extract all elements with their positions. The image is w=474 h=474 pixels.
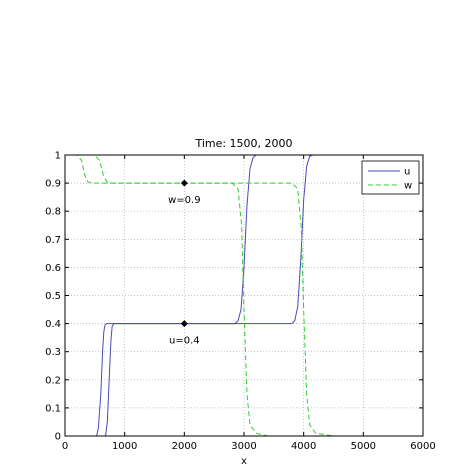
x-tick-label: 5000 xyxy=(351,441,376,452)
series-line-w xyxy=(65,154,423,437)
y-tick-label: 0.3 xyxy=(45,347,61,358)
y-tick-label: 0.4 xyxy=(45,319,61,330)
y-tick-label: 0.5 xyxy=(45,291,61,302)
y-tick-label: 0 xyxy=(55,432,61,443)
x-axis-label: x xyxy=(241,456,247,467)
annotation-label: u=0.4 xyxy=(169,336,200,347)
y-tick-label: 0.7 xyxy=(45,235,61,246)
series-line-w xyxy=(65,154,423,437)
y-tick-label: 0.2 xyxy=(45,375,61,386)
annotation-label: w=0.9 xyxy=(168,195,200,206)
x-tick-label: 4000 xyxy=(291,441,316,452)
x-tick-label: 6000 xyxy=(410,441,435,452)
x-tick-label: 2000 xyxy=(172,441,197,452)
series-line-u xyxy=(65,154,423,437)
x-tick-label: 1000 xyxy=(112,441,137,452)
y-tick-label: 1 xyxy=(55,151,61,162)
series-lines xyxy=(65,154,423,437)
annotations: w=0.9 u=0.4 xyxy=(168,179,201,347)
x-tick-label: 0 xyxy=(62,441,68,452)
y-tick-label: 0.9 xyxy=(45,179,61,190)
y-tick-label: 0.6 xyxy=(45,263,61,274)
grid xyxy=(65,155,423,436)
annotation-marker xyxy=(180,320,188,328)
axis-ticks: 0 1000 2000 3000 4000 5000 6000 0 0.1 0.2 0.3 0.4 0.… xyxy=(45,151,436,453)
x-tick-label: 3000 xyxy=(231,441,256,452)
y-tick-label: 0.1 xyxy=(45,403,61,414)
legend-label-u: u xyxy=(404,167,410,178)
legend-label-w: w xyxy=(404,181,412,192)
annotation-marker xyxy=(180,179,188,187)
legend: uw xyxy=(361,160,420,195)
chart-title: Time: 1500, 2000 xyxy=(194,137,292,150)
y-tick-label: 0.8 xyxy=(45,207,61,218)
legend-box xyxy=(361,160,420,195)
